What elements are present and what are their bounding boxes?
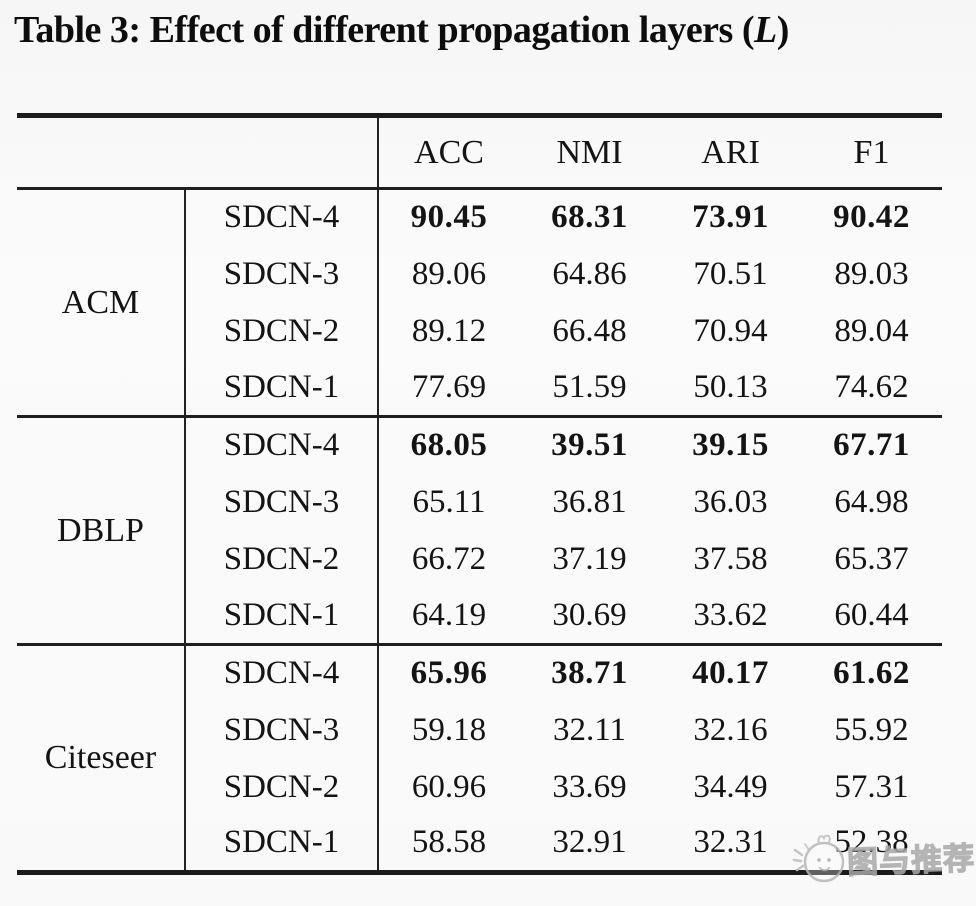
- cell-acc: 77.69: [377, 359, 519, 417]
- header-ari: ARI: [701, 133, 760, 171]
- cell-acc: 90.45: [377, 188, 519, 246]
- cell-nmi: 51.59: [552, 368, 627, 405]
- cell-ari: 39.15: [692, 427, 769, 464]
- cell-f1: 52.38: [834, 824, 909, 861]
- cell-f1: 89.04: [834, 312, 909, 349]
- cell-acc: 68.05: [377, 416, 519, 474]
- cell-acc: 58.58: [377, 815, 519, 873]
- model-label: SDCN-2: [184, 530, 378, 588]
- cell-ari: 33.62: [693, 596, 768, 633]
- cell-nmi: 39.51: [551, 427, 628, 464]
- results-table: ACC NMI ARI F1 ACM SDCN-4 90.45 68.31 73…: [17, 113, 942, 875]
- header-nmi: NMI: [556, 133, 623, 171]
- cell-ari: 70.94: [693, 312, 768, 349]
- cell-f1: 55.92: [834, 711, 909, 748]
- cell-ari: 34.49: [693, 768, 768, 805]
- cell-f1: 89.03: [834, 255, 909, 292]
- model-label: SDCN-4: [184, 188, 378, 246]
- cell-acc: 89.12: [377, 302, 519, 360]
- cell-f1: 67.71: [833, 427, 910, 464]
- cell-ari: 40.17: [692, 655, 769, 692]
- cell-acc: 59.18: [377, 701, 519, 759]
- cell-ari: 37.58: [693, 540, 768, 577]
- cell-acc: 60.96: [377, 758, 519, 816]
- cell-f1: 57.31: [834, 768, 909, 805]
- cell-f1: 61.62: [833, 655, 910, 692]
- cell-nmi: 32.91: [552, 824, 627, 861]
- cell-f1: 90.42: [833, 199, 910, 236]
- cell-acc: 89.06: [377, 245, 519, 303]
- model-label: SDCN-3: [184, 701, 378, 759]
- table-row: Citeseer SDCN-4 65.96 38.71 40.17 61.62: [17, 644, 942, 776]
- table-row: SDCN-3 59.18 32.11 32.16 55.92: [17, 701, 942, 759]
- cell-nmi: 66.48: [552, 312, 627, 349]
- dataset-label: Citeseer: [44, 739, 157, 776]
- cell-ari: 32.16: [693, 711, 768, 748]
- caption-prefix: Table 3: Effect of different propagation…: [14, 9, 755, 51]
- dataset-label: DBLP: [57, 511, 144, 549]
- cell-acc: 64.19: [377, 587, 519, 645]
- cell-ari: 50.13: [693, 368, 768, 405]
- table-row: SDCN-1 58.58 32.91 32.31 52.38: [17, 815, 942, 873]
- table-row: SDCN-3 89.06 64.86 70.51 89.03: [17, 245, 942, 303]
- table-body: ACM SDCN-4 90.45 68.31 73.91 90.42 SDCN-…: [17, 188, 942, 873]
- header-f1: F1: [853, 133, 890, 171]
- model-label: SDCN-3: [184, 473, 378, 531]
- caption-suffix: ): [776, 9, 790, 51]
- table-row: SDCN-1 64.19 30.69 33.62 60.44: [17, 587, 942, 645]
- cell-nmi: 68.31: [551, 199, 628, 236]
- model-label: SDCN-2: [184, 758, 378, 816]
- table-row: SDCN-2 89.12 66.48 70.94 89.04: [17, 302, 942, 360]
- table-row: ACM SDCN-4 90.45 68.31 73.91 90.42: [17, 188, 942, 321]
- table-caption: Table 3: Effect of different propagation…: [14, 8, 966, 52]
- table-header: ACC NMI ARI F1: [17, 115, 942, 189]
- header-empty-cell: [17, 116, 378, 189]
- header-acc: ACC: [377, 115, 519, 189]
- table-row: SDCN-2 66.72 37.19 37.58 65.37: [17, 530, 942, 588]
- cell-ari: 70.51: [693, 255, 768, 292]
- cell-nmi: 38.71: [551, 655, 628, 692]
- table-row: SDCN-2 60.96 33.69 34.49 57.31: [17, 758, 942, 816]
- table-row: SDCN-3 65.11 36.81 36.03 64.98: [17, 473, 942, 531]
- cell-f1: 64.98: [834, 483, 909, 520]
- table-row: SDCN-1 77.69 51.59 50.13 74.62: [17, 359, 942, 417]
- model-label: SDCN-2: [184, 302, 378, 360]
- model-label: SDCN-1: [184, 815, 378, 873]
- cell-nmi: 33.69: [552, 768, 627, 805]
- cell-nmi: 30.69: [552, 596, 627, 633]
- cell-f1: 65.37: [834, 540, 909, 577]
- dataset-label: ACM: [61, 283, 140, 321]
- cell-ari: 36.03: [693, 483, 768, 520]
- cell-f1: 74.62: [834, 368, 909, 405]
- cell-nmi: 32.11: [552, 711, 627, 748]
- model-label: SDCN-1: [184, 359, 378, 417]
- cell-acc: 66.72: [377, 530, 519, 588]
- cell-nmi: 37.19: [552, 540, 627, 577]
- model-label: SDCN-4: [184, 416, 378, 474]
- cell-ari: 32.31: [693, 824, 768, 861]
- cell-nmi: 64.86: [552, 255, 627, 292]
- caption-variable: L: [754, 9, 777, 51]
- header-row: ACC NMI ARI F1: [17, 115, 942, 189]
- cell-f1: 60.44: [834, 596, 909, 633]
- model-label: SDCN-1: [184, 587, 378, 645]
- cell-nmi: 36.81: [552, 483, 627, 520]
- cell-acc: 65.96: [377, 644, 519, 702]
- model-label: SDCN-3: [184, 245, 378, 303]
- cell-acc: 65.11: [377, 473, 519, 531]
- model-label: SDCN-4: [184, 644, 378, 702]
- table-row: DBLP SDCN-4 68.05 39.51 39.15 67.71: [17, 416, 942, 549]
- cell-ari: 73.91: [692, 199, 769, 236]
